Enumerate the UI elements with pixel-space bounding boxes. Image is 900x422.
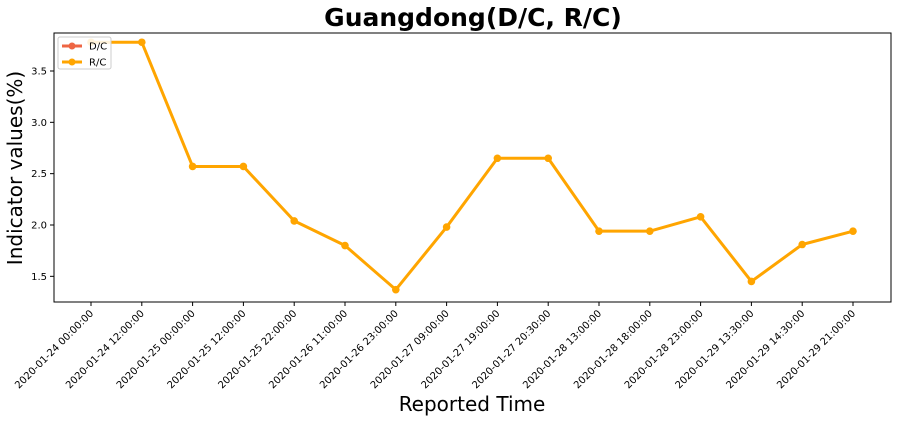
data-point [798, 240, 806, 249]
data-point [138, 38, 146, 47]
data-point [595, 227, 603, 235]
series-line [91, 40, 854, 292]
data-point [544, 154, 552, 163]
data-point [747, 277, 756, 286]
data-point [341, 241, 349, 250]
data-point [696, 212, 705, 221]
legend-label: D/C [89, 42, 107, 53]
legend-label: R/C [89, 58, 106, 69]
y-axis: 1.5 2.0 2.5 3.0 3.5 [31, 66, 54, 283]
data-point [239, 162, 248, 171]
legend-item: D/C [62, 42, 107, 53]
y-tick-label: 3.0 [31, 118, 47, 129]
y-tick-label: 2.0 [31, 220, 47, 231]
data-point [646, 227, 654, 235]
legend-swatch-marker [68, 58, 76, 66]
y-axis-label: Indicator values(%) [3, 71, 27, 265]
data-point [188, 162, 197, 171]
legend-item: R/C [62, 58, 106, 69]
legend: D/C R/C [57, 36, 112, 70]
data-point [849, 227, 857, 235]
data-point [442, 223, 451, 231]
y-tick-label: 3.5 [31, 66, 47, 77]
legend-swatch-marker [68, 42, 76, 50]
data-point [392, 285, 400, 294]
data-point [493, 154, 502, 163]
x-axis-label: Reported Time [399, 392, 546, 416]
data-point [290, 217, 299, 225]
y-tick-label: 2.5 [31, 169, 47, 180]
plot-area [53, 32, 892, 303]
y-tick-label: 1.5 [31, 272, 47, 283]
chart-title: Guangdong(D/C, R/C) [324, 3, 622, 32]
